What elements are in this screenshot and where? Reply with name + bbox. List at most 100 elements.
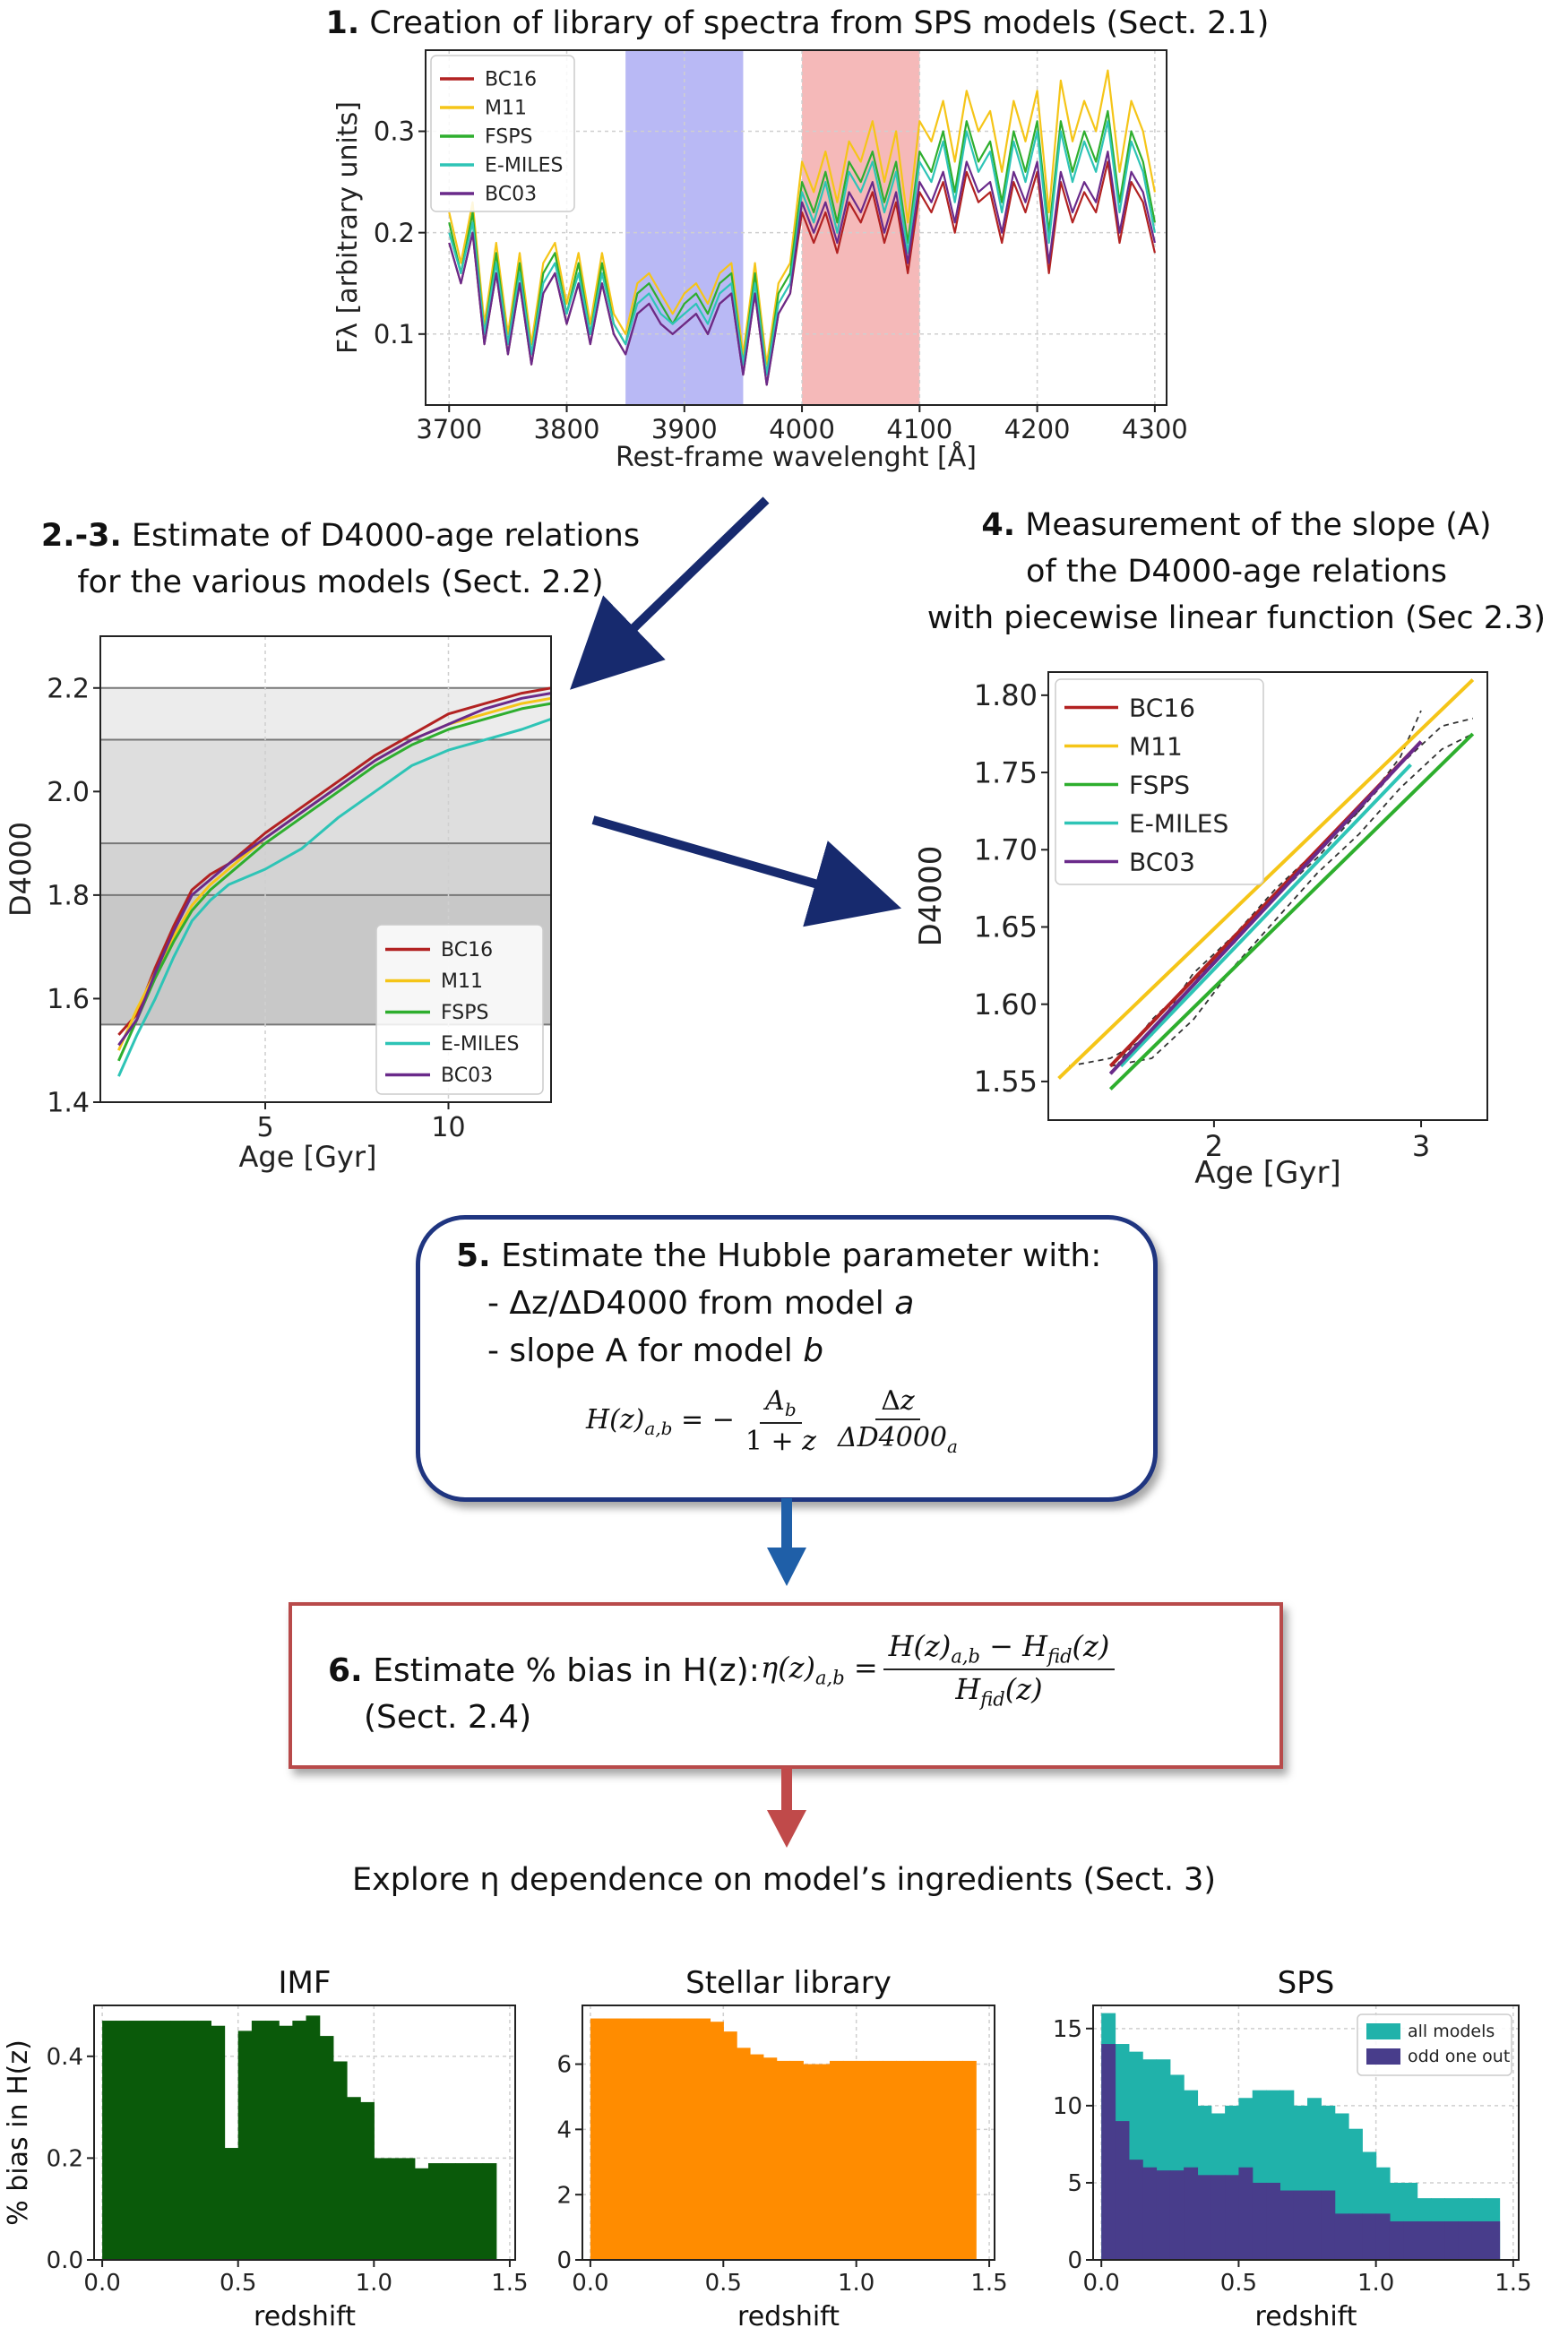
bar xyxy=(842,2060,857,2260)
chart-sps-title: SPS xyxy=(1278,1965,1335,2001)
slope-ytick-label: 1.55 xyxy=(974,1065,1038,1099)
chart-imf-xlabel: redshift xyxy=(254,2301,356,2328)
piecewise-data-dashed-1 xyxy=(1068,710,1422,1067)
age-bin-band-2 xyxy=(100,843,551,895)
chart-stellar-xtick-label: 0.5 xyxy=(705,2270,742,2297)
step5-box: 5. Estimate the Hubble parameter with: -… xyxy=(416,1215,1158,1502)
bar-odd-one-out xyxy=(1210,2175,1226,2260)
slope-ytick-label: 1.80 xyxy=(974,678,1038,712)
slope-fit-chart: 2 3 1.55 1.60 1.65 1.70 1.75 1.80 Age [Gyr] D4000… xyxy=(913,671,1488,1191)
plot-frame xyxy=(93,2005,516,2261)
arrow-step23-to-step4 xyxy=(591,815,902,927)
step4-line2: of the D4000-age relations xyxy=(1025,554,1447,590)
bar xyxy=(616,2018,632,2260)
chart-stellar-ytick-label: 6 xyxy=(556,2052,572,2079)
step5-number: 5. xyxy=(456,1237,491,1274)
legend-label-bc03: BC03 xyxy=(1129,847,1195,876)
bar xyxy=(184,2021,198,2260)
spectra-chart: 3700 3800 3900 4000 4100 4200 4300 0.1 0.2 0.3 Res… xyxy=(332,49,1188,473)
spectra-xtick-label: 3900 xyxy=(651,414,718,444)
step23-title: 2.-3. Estimate of D4000-age relations fo… xyxy=(0,513,681,606)
step5-title: Estimate the Hubble parameter with: xyxy=(501,1237,1102,1274)
d4000-line-bc03 xyxy=(117,692,552,1047)
bar xyxy=(442,2163,456,2260)
bar xyxy=(762,2057,778,2260)
chart-stellar-ytick-label: 4 xyxy=(556,2117,572,2143)
bar-odd-one-out xyxy=(1101,2044,1116,2260)
bar xyxy=(414,2168,429,2260)
bar xyxy=(332,2061,348,2260)
d4000-ylabel: D4000 xyxy=(4,822,38,917)
spectra-xtick-label: 3800 xyxy=(534,414,600,444)
spectra-legend-box xyxy=(430,55,575,212)
slope-ytick-label: 1.70 xyxy=(974,832,1038,867)
d4000-legend: BC16 M11 FSPS E-MILES BC03 xyxy=(375,924,544,1095)
arrow-step5-to-step6 xyxy=(767,1498,806,1586)
chart-stellar-xtick-label: 1.5 xyxy=(970,2270,1007,2297)
bar xyxy=(696,2018,711,2260)
step1-text: Creation of library of spectra from SPS … xyxy=(369,5,1270,41)
bar-odd-one-out xyxy=(1279,2190,1295,2260)
legend-label-bc16: BC16 xyxy=(485,69,537,91)
chart-stellar-title: Stellar library xyxy=(685,1965,892,2001)
d4000-ytick-label: 2.2 xyxy=(47,673,90,704)
bar xyxy=(237,2031,253,2260)
bar xyxy=(669,2018,685,2260)
legend-label-bc03: BC03 xyxy=(441,1065,493,1087)
bar-odd-one-out xyxy=(1348,2213,1363,2260)
step5-bullet1: - Δz/ΔD4000 from model xyxy=(487,1285,884,1322)
bar xyxy=(935,2060,951,2260)
chart-sps-xtick-label: 1.5 xyxy=(1495,2270,1531,2297)
bar-odd-one-out xyxy=(1486,2220,1501,2260)
slope-xtick-label: 3 xyxy=(1412,1129,1430,1163)
spectra-ytick-label: 0.2 xyxy=(374,218,415,248)
bar xyxy=(129,2021,144,2260)
bar-odd-one-out xyxy=(1293,2190,1308,2260)
legend-label-fsps: FSPS xyxy=(485,126,532,149)
step23-line1: Estimate of D4000-age relations xyxy=(131,518,641,554)
d4000-xtick-label: 5 xyxy=(256,1112,273,1143)
bar xyxy=(427,2163,443,2260)
bar xyxy=(657,2018,671,2260)
bar xyxy=(197,2021,211,2260)
slope-fit-line-e-miles xyxy=(1119,763,1412,1068)
bar xyxy=(387,2158,402,2260)
sps-bar-chart: 0.0 0.5 1.0 1.5 0 5 10 15 SPS redshift all models o… xyxy=(1053,1965,1532,2328)
step4-title: 4. Measurement of the slope (A) of the D… xyxy=(905,502,1568,642)
bar xyxy=(116,2021,131,2260)
chart-stellar-ytick-label: 0 xyxy=(556,2247,572,2274)
bias-formula: η(z)a,b = H(z)a,b − Hfid(z) Hfid(z) xyxy=(761,1629,1120,1711)
bar xyxy=(723,2031,737,2260)
bar-odd-one-out xyxy=(1321,2190,1336,2260)
spectra-xtick-label: 3700 xyxy=(416,414,482,444)
bar xyxy=(360,2101,375,2260)
spectrum-line-e-miles xyxy=(448,120,1156,376)
slope-fit-line-fsps xyxy=(1108,732,1475,1091)
plot-frame xyxy=(582,2005,995,2261)
bar xyxy=(279,2025,293,2260)
chart-imf-title: IMF xyxy=(279,1965,332,2001)
bar-odd-one-out xyxy=(1115,2121,1130,2260)
bar xyxy=(816,2064,831,2260)
legend-label-e-miles: E-MILES xyxy=(485,155,563,177)
legend-label-m11: M11 xyxy=(485,98,527,120)
step5-bullet2: - slope A for model xyxy=(487,1332,793,1369)
step5-bullet1-var: a xyxy=(894,1285,915,1322)
bar-odd-one-out xyxy=(1471,2220,1486,2260)
bar xyxy=(896,2060,910,2260)
slope-fit-line-m11 xyxy=(1057,678,1475,1080)
d4000-ytick-label: 1.8 xyxy=(47,880,90,911)
bar xyxy=(211,2025,226,2260)
spectra-ytick-label: 0.1 xyxy=(374,319,415,349)
bar-odd-one-out xyxy=(1197,2175,1212,2260)
legend-swatch-all-models xyxy=(1366,2023,1400,2039)
arrow-step6-to-explore xyxy=(767,1767,806,1848)
slope-fit-line-bc03 xyxy=(1108,740,1423,1075)
d4000-line-bc16 xyxy=(117,686,552,1036)
chart-imf-xtick-label: 0.0 xyxy=(83,2270,120,2297)
slope-xlabel: Age [Gyr] xyxy=(1194,1155,1341,1191)
bar-odd-one-out xyxy=(1334,2213,1349,2260)
chart-imf-xtick-label: 1.5 xyxy=(491,2270,528,2297)
plot-frame xyxy=(425,49,1167,406)
bar xyxy=(401,2158,416,2260)
